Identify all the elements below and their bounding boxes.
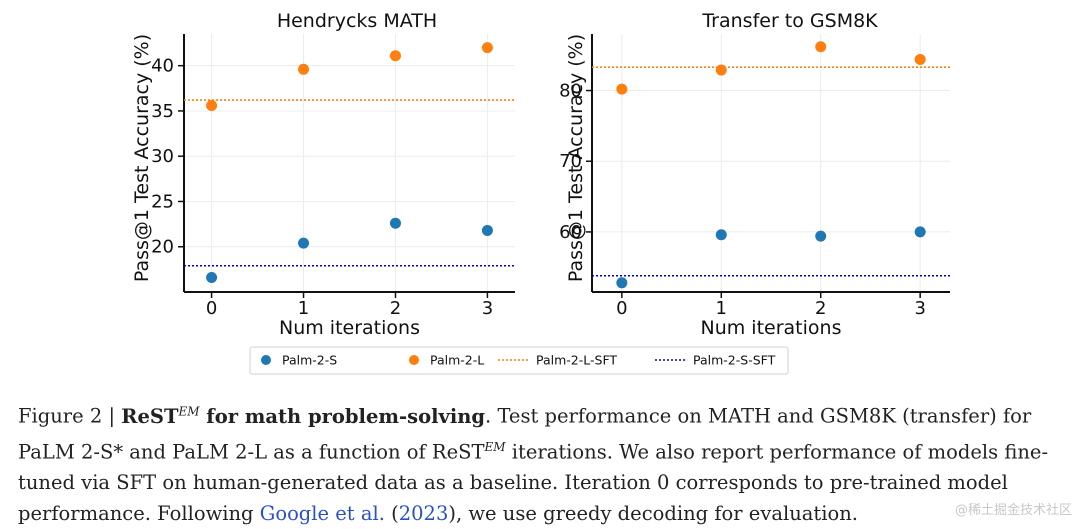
y-tick-label: 70 bbox=[559, 151, 582, 172]
legend-label: Palm-2-S-SFT bbox=[693, 353, 776, 368]
data-point-palm-2-s bbox=[715, 229, 727, 241]
x-tick-label: 2 bbox=[815, 298, 826, 319]
data-point-palm-2-l bbox=[206, 100, 218, 112]
caption-text-2: iterations. We also report performance o… bbox=[18, 440, 1049, 525]
data-point-palm-2-l bbox=[914, 53, 926, 65]
x-tick-label: 1 bbox=[716, 298, 727, 319]
y-tick-label: 60 bbox=[559, 222, 582, 243]
caption-method-name: ReSTEM for math problem-solving bbox=[121, 404, 486, 428]
legend-marker bbox=[409, 355, 419, 365]
x-tick-label: 0 bbox=[616, 298, 627, 319]
legend-label: Palm-2-L bbox=[430, 353, 484, 368]
x-tick-label: 0 bbox=[206, 298, 217, 319]
x-axis-label: Num iterations bbox=[701, 317, 842, 339]
chart-title: Transfer to GSM8K bbox=[701, 10, 878, 32]
x-tick-label: 2 bbox=[390, 298, 401, 319]
chart-transfer-gsm8k: 0 1 2 3 60 70 80 Transfer to GSM8K Num iteration… bbox=[559, 10, 950, 339]
legend-label: Palm-2-L-SFT bbox=[536, 353, 617, 368]
y-tick-label: 35 bbox=[151, 101, 174, 122]
data-point-palm-2-s bbox=[914, 226, 926, 238]
legend: Palm-2-S Palm-2-L Palm-2-L-SFT Palm-2-S-SFT bbox=[249, 346, 789, 375]
x-tick-label: 3 bbox=[482, 298, 493, 319]
x-tick-label: 3 bbox=[914, 298, 925, 319]
data-point-palm-2-s bbox=[815, 230, 827, 242]
data-point-palm-2-l bbox=[481, 42, 493, 54]
caption-superscript: EM bbox=[484, 440, 506, 454]
caption-prefix: Figure 2 | bbox=[18, 404, 122, 428]
y-axis-label: Pass@1 Test Accuracy (%) bbox=[131, 34, 153, 282]
figure-caption: Figure 2 | ReSTEM for math problem-solvi… bbox=[18, 404, 1049, 525]
data-point-palm-2-l bbox=[715, 64, 727, 76]
data-point-palm-2-s bbox=[206, 272, 218, 284]
y-tick-label: 80 bbox=[559, 81, 582, 102]
chart-title: Hendrycks MATH bbox=[277, 10, 437, 32]
x-tick-label: 1 bbox=[298, 298, 309, 319]
data-point-palm-2-s bbox=[616, 277, 628, 289]
data-point-palm-2-l bbox=[389, 50, 401, 62]
data-point-palm-2-l bbox=[616, 83, 628, 95]
x-axis-label: Num iterations bbox=[279, 317, 420, 339]
citation-link-year[interactable]: 2023 bbox=[398, 501, 449, 525]
data-point-palm-2-l bbox=[815, 41, 827, 53]
data-point-palm-2-s bbox=[389, 217, 401, 229]
citation-link-authors[interactable]: Google et al. bbox=[259, 501, 385, 525]
legend-marker bbox=[261, 355, 271, 365]
data-point-palm-2-s bbox=[298, 237, 310, 249]
legend-label: Palm-2-S bbox=[282, 353, 337, 368]
caption-text-3: , we use greedy decoding for evaluation. bbox=[455, 501, 858, 525]
caption-text-1: . Test performance on MATH and GSM8K (tr… bbox=[18, 404, 1032, 464]
chart-hendrycks-math: 0 1 2 3 20 25 30 35 40 Hendrycks MATH Num iteratio… bbox=[131, 10, 515, 339]
y-tick-label: 20 bbox=[151, 237, 174, 258]
watermark: @稀土掘金技术社区 bbox=[954, 503, 1072, 518]
data-point-palm-2-l bbox=[298, 63, 310, 75]
y-tick-label: 40 bbox=[151, 56, 174, 77]
y-axis-label: Pass@1 Test Accuracy (%) bbox=[565, 34, 587, 282]
y-tick-label: 30 bbox=[151, 146, 174, 167]
data-point-palm-2-s bbox=[481, 224, 493, 236]
y-tick-label: 25 bbox=[151, 191, 174, 212]
